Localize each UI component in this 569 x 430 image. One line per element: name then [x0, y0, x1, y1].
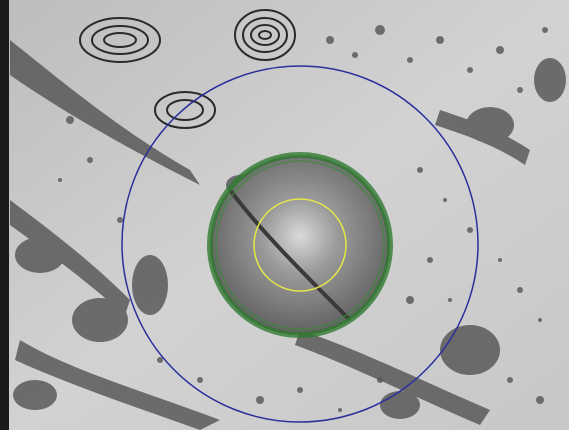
- outer-ring: [121, 65, 479, 423]
- image-border: [0, 0, 9, 430]
- middle-ring-inner-edge: [215, 160, 385, 330]
- dark-streaks: [10, 40, 566, 430]
- middle-ring: [207, 152, 393, 338]
- fringe-pattern: [79, 9, 296, 129]
- central-disk: [210, 155, 390, 335]
- droplet-speckles: [58, 25, 548, 412]
- inner-ring: [253, 198, 347, 292]
- disk-streak: [228, 188, 352, 322]
